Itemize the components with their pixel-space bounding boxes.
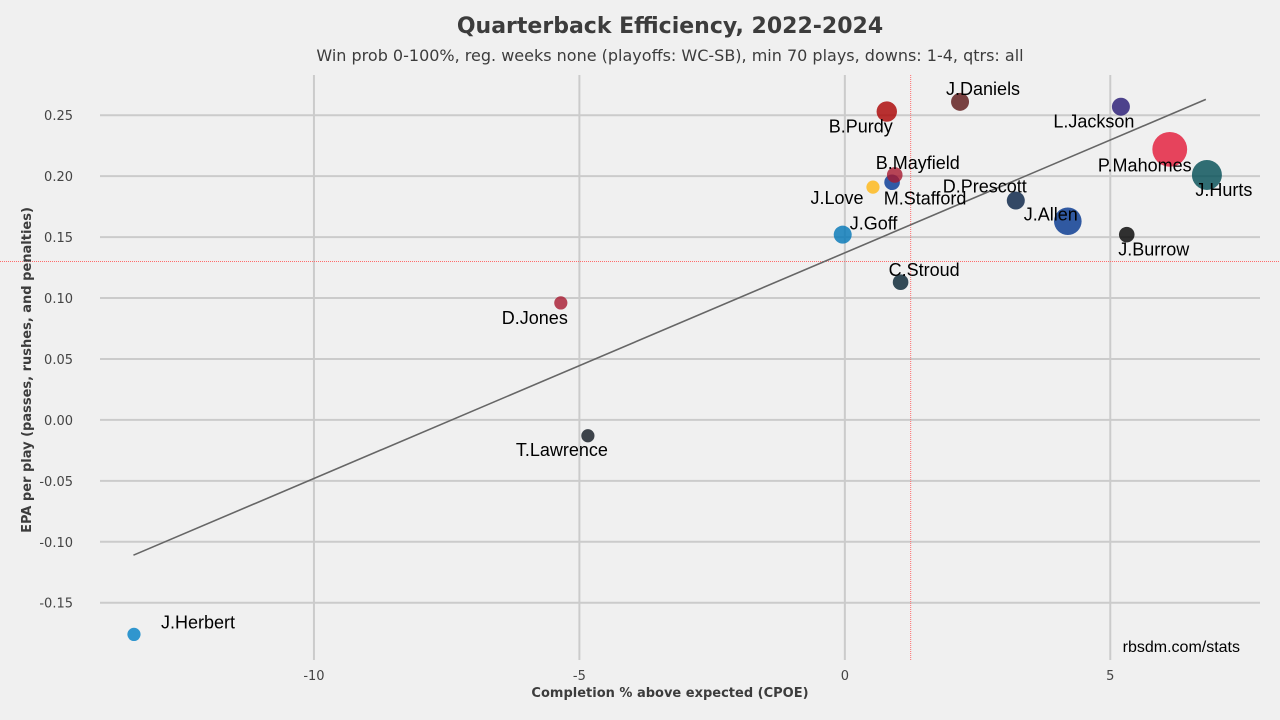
point-d-jones	[554, 296, 568, 310]
regression	[133, 98, 1207, 556]
point-label: B.Purdy	[829, 117, 893, 137]
point-j-herbert	[127, 627, 141, 642]
y-axis-label: EPA per play (passes, rushes, and penalt…	[20, 207, 35, 533]
point-label: D.Prescott	[943, 177, 1027, 197]
point-label: P.Mahomes	[1098, 155, 1192, 175]
point-l-jackson	[1111, 97, 1130, 116]
y-tick-label: -0.15	[39, 597, 73, 612]
point-d-prescott	[1006, 191, 1025, 210]
x-tick-label: 5	[1106, 669, 1114, 684]
y-tick-label: 0.20	[44, 170, 73, 185]
point-label: T.Lawrence	[516, 440, 608, 460]
y-tick-label: -0.10	[39, 536, 73, 551]
y-tick-label: 0.00	[44, 414, 73, 429]
grid	[100, 75, 1260, 660]
point-c-stroud	[892, 274, 909, 290]
point-label: J.Allen	[1024, 204, 1078, 224]
point-label: C.Stroud	[889, 260, 960, 280]
chart-title: Quarterback Efficiency, 2022-2024	[456, 14, 884, 39]
x-tick-label: -5	[573, 669, 586, 684]
point-label: J.Goff	[850, 214, 899, 234]
y-tick-label: -0.05	[39, 475, 73, 490]
x-axis-label: Completion % above expected (CPOE)	[531, 686, 808, 701]
point-p-mahomes	[1152, 131, 1188, 167]
point-labels: J.Herbert T.Lawrence D.Jones J.Goff J.Love M.…	[161, 79, 1252, 633]
point-t-lawrence	[581, 429, 595, 443]
credit-text: rbsdm.com/stats	[1123, 639, 1240, 656]
point-label: J.Love	[810, 188, 863, 208]
point-label: J.Daniels	[946, 79, 1020, 99]
point-j-daniels	[951, 92, 970, 111]
x-tick-label: 0	[841, 669, 849, 684]
point-j-burrow	[1118, 226, 1135, 243]
regression-line	[133, 98, 1207, 556]
y-tick-label: 0.05	[44, 353, 73, 368]
y-tick-label: 0.10	[44, 292, 73, 307]
point-label: L.Jackson	[1053, 112, 1134, 132]
mean-lines	[0, 75, 1280, 660]
y-tick-label: 0.15	[44, 231, 73, 246]
point-label: D.Jones	[502, 308, 568, 328]
point-j-allen	[1054, 207, 1082, 236]
point-b-mayfield	[886, 167, 903, 183]
point-label: J.Herbert	[161, 612, 235, 632]
x-tick-label: -10	[303, 669, 324, 684]
point-label: J.Hurts	[1195, 180, 1252, 200]
chart-subtitle: Win prob 0-100%, reg. weeks none (playof…	[316, 46, 1024, 65]
point-j-love	[866, 180, 880, 194]
point-label: B.Mayfield	[876, 153, 960, 173]
point-j-hurts	[1191, 159, 1222, 190]
point-b-purdy	[876, 101, 897, 122]
point-label: M.Stafford	[884, 188, 967, 208]
point-label: J.Burrow	[1118, 240, 1190, 260]
y-tick-label: 0.25	[44, 109, 73, 124]
point-j-goff	[833, 225, 852, 244]
ticks: 0.25 0.20 0.15 0.10 0.05 0.00 -0.05 -0.10 -0.15 -…	[39, 109, 1114, 684]
points	[127, 92, 1222, 642]
